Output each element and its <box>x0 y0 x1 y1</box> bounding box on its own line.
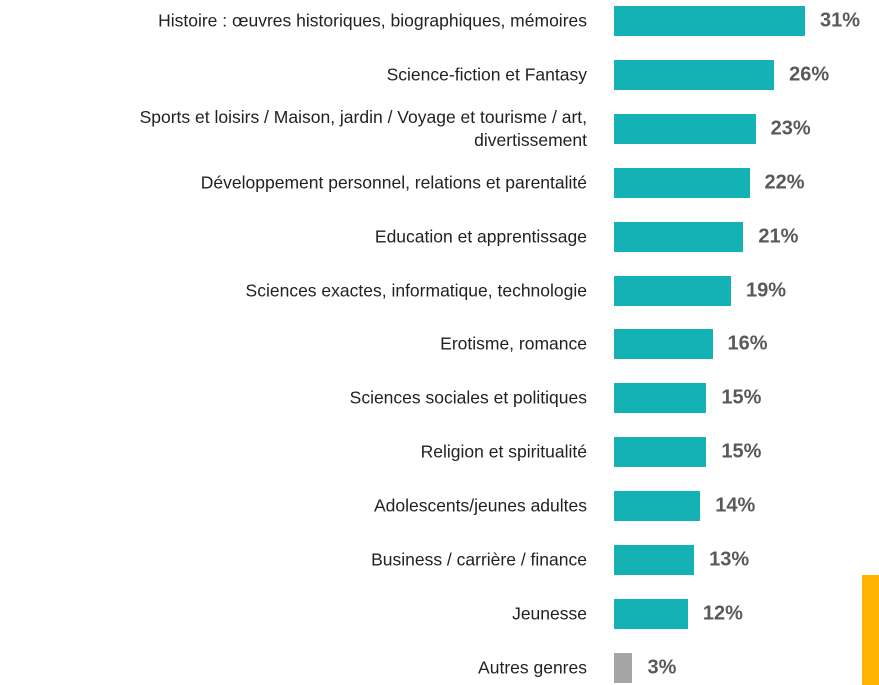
value-label: 13% <box>709 548 750 571</box>
value-label: 23% <box>770 117 811 140</box>
bar <box>614 59 775 90</box>
bar <box>614 6 805 36</box>
value-label: 31% <box>819 9 860 32</box>
category-label: Science-fiction et Fantasy <box>386 64 587 85</box>
decoration <box>862 575 879 685</box>
bar <box>614 437 707 468</box>
value-label: 22% <box>764 171 805 194</box>
value-label: 3% <box>647 656 677 679</box>
value-label: 19% <box>746 279 787 301</box>
bar <box>614 545 695 575</box>
bar <box>614 275 732 306</box>
category-label: Business / carrière / finance <box>371 549 587 570</box>
category-label: Autres genres <box>478 657 587 678</box>
value-label: 15% <box>721 386 762 409</box>
value-label: 15% <box>721 440 762 463</box>
bar <box>614 329 713 360</box>
category-label: Sports et loisirs / Maison, jardin / Voy… <box>139 106 587 150</box>
value-label: 16% <box>727 332 768 355</box>
value-label: 21% <box>758 225 799 248</box>
value-label: 12% <box>702 602 743 625</box>
value-label: 26% <box>789 63 830 86</box>
category-label: Jeunesse <box>512 603 587 624</box>
category-label: Développement personnel, relations et pa… <box>200 172 587 193</box>
bar <box>614 167 750 198</box>
bar <box>614 383 707 414</box>
value-label: 14% <box>715 494 756 517</box>
category-label: Sciences sociales et politiques <box>349 387 587 408</box>
bar <box>614 598 688 629</box>
bar <box>614 221 744 252</box>
category-label: Education et apprentissage <box>374 226 587 247</box>
category-label: Adolescents/jeunes adultes <box>373 495 587 516</box>
category-label: Histoire : œuvres historiques, biographi… <box>158 10 587 31</box>
bar <box>614 652 633 683</box>
category-label: Sciences exactes, informatique, technolo… <box>245 280 587 300</box>
bar <box>614 491 701 522</box>
category-label: Erotisme, romance <box>440 333 587 354</box>
bar <box>614 113 756 144</box>
category-label: Religion et spiritualité <box>420 441 587 462</box>
